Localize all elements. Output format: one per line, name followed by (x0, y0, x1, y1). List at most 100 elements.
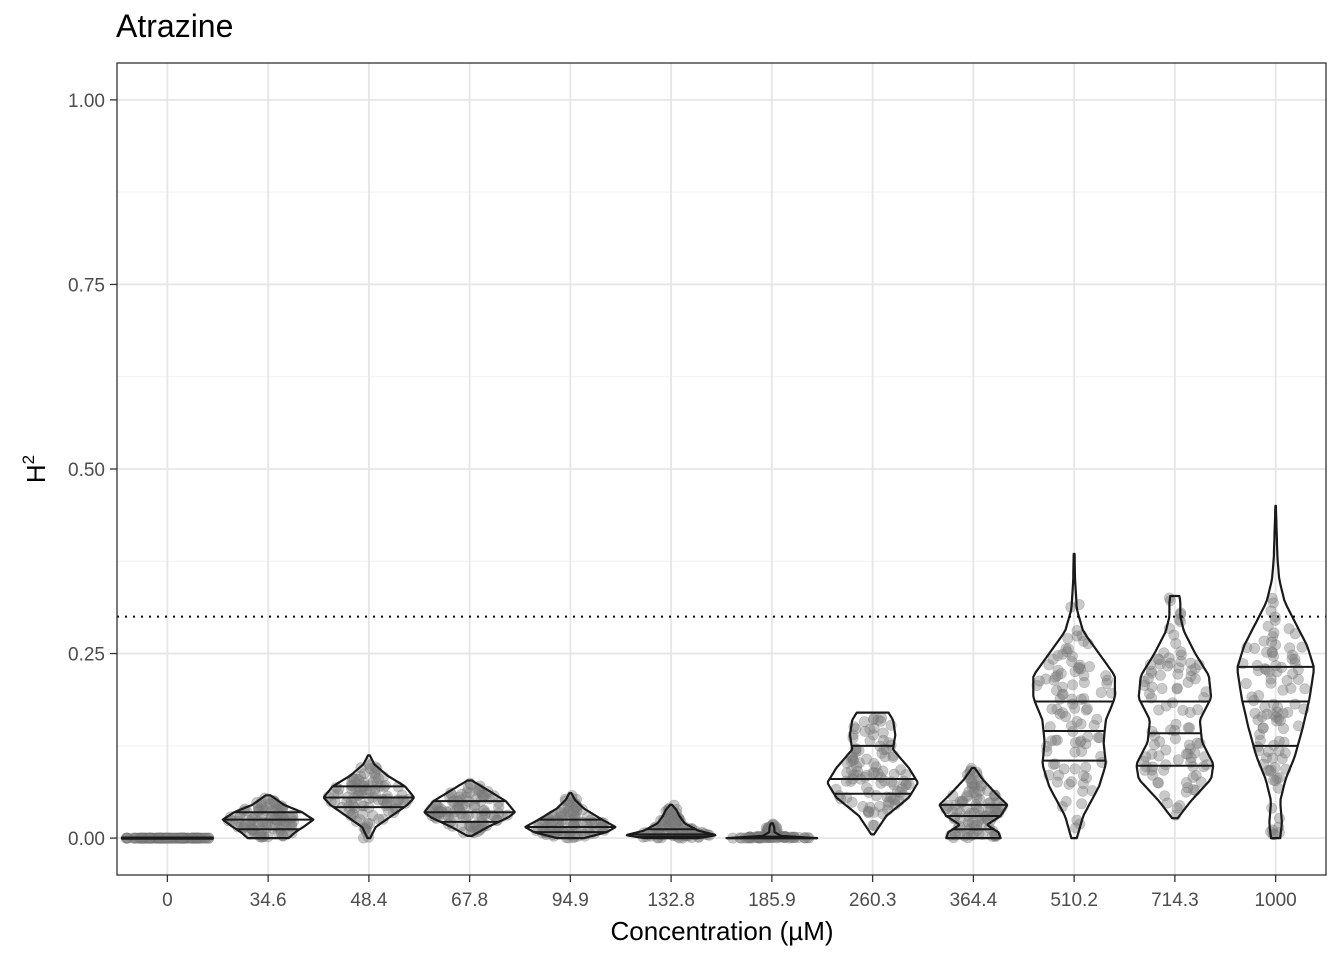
data-point (1081, 772, 1093, 784)
data-point (1185, 670, 1197, 682)
data-point (983, 797, 995, 809)
data-point (845, 765, 857, 777)
data-point (870, 790, 882, 802)
data-point (1101, 677, 1113, 689)
violin-48.4 (322, 754, 415, 844)
data-point (362, 818, 374, 830)
data-point (1162, 660, 1174, 672)
chart-title: Atrazine (116, 8, 234, 44)
data-point (369, 767, 381, 779)
data-point (563, 806, 575, 818)
data-point (1147, 769, 1159, 781)
data-point (352, 790, 364, 802)
violin-510.2 (1031, 552, 1117, 840)
data-point (1263, 764, 1275, 776)
data-point (581, 817, 593, 829)
data-point (1282, 706, 1294, 718)
data-point (1265, 673, 1277, 685)
data-point (989, 789, 1001, 801)
data-point (571, 804, 583, 816)
data-point (364, 817, 376, 829)
data-point (1066, 656, 1078, 668)
grid-lines (117, 63, 1326, 875)
data-point (1073, 661, 1085, 673)
data-point (364, 762, 376, 774)
data-point (961, 790, 973, 802)
data-point (967, 817, 979, 829)
data-point (1152, 653, 1164, 665)
data-point (332, 788, 344, 800)
data-point (1249, 707, 1261, 719)
data-point (1052, 670, 1064, 682)
data-point (356, 800, 368, 812)
data-point (1054, 708, 1066, 720)
data-point (1185, 657, 1197, 669)
data-point (966, 781, 978, 793)
data-point (1174, 800, 1186, 812)
data-point (868, 722, 880, 734)
data-point (371, 763, 383, 775)
data-point (1267, 650, 1279, 662)
violin-group (120, 504, 1315, 844)
data-points (1237, 592, 1311, 841)
data-point (1292, 673, 1304, 685)
data-point (1289, 657, 1301, 669)
data-point (1289, 653, 1301, 665)
data-point (1051, 734, 1063, 746)
data-point (1189, 747, 1201, 759)
data-point (1145, 665, 1157, 677)
data-point (1153, 704, 1165, 716)
data-point (1271, 706, 1283, 718)
data-point (1270, 639, 1282, 651)
data-point (1268, 627, 1280, 639)
y-axis-title: H2 (19, 455, 51, 483)
data-point (1284, 642, 1296, 654)
data-point (1272, 701, 1284, 713)
data-point (1184, 706, 1196, 718)
data-point (970, 788, 982, 800)
data-point (353, 774, 365, 786)
data-point (845, 775, 857, 787)
data-point (666, 809, 678, 821)
data-point (1074, 736, 1086, 748)
data-point (861, 782, 873, 794)
data-point (344, 805, 356, 817)
data-point (456, 820, 468, 832)
data-point (1062, 633, 1074, 645)
data-point (1187, 784, 1199, 796)
data-point (1034, 675, 1046, 687)
data-point (269, 813, 281, 825)
data-point (1266, 636, 1278, 648)
data-point (1077, 785, 1089, 797)
data-point (861, 753, 873, 765)
data-point (1060, 711, 1072, 723)
x-tick-label: 185.9 (748, 890, 796, 911)
violin-outline (725, 822, 819, 840)
data-point (841, 792, 853, 804)
data-point (558, 803, 570, 815)
data-point (350, 773, 362, 785)
data-point (1185, 752, 1197, 764)
data-point (1172, 668, 1184, 680)
data-point (868, 806, 880, 818)
data-point (1069, 737, 1081, 749)
data-point (1043, 659, 1055, 671)
data-point (875, 715, 887, 727)
data-point (1159, 790, 1171, 802)
data-point (862, 807, 874, 819)
y-tick-label: 0.50 (68, 460, 105, 481)
data-point (562, 799, 574, 811)
y-tick-label: 0.25 (68, 645, 105, 666)
data-point (986, 830, 998, 842)
data-point (1040, 673, 1052, 685)
data-point (1163, 652, 1175, 664)
data-point (848, 769, 860, 781)
data-point (1091, 713, 1103, 725)
data-point (252, 805, 264, 817)
data-point (1060, 795, 1072, 807)
data-point (381, 790, 393, 802)
data-point (357, 808, 369, 820)
data-point (1078, 670, 1090, 682)
data-point (1267, 708, 1279, 720)
data-point (1264, 765, 1276, 777)
